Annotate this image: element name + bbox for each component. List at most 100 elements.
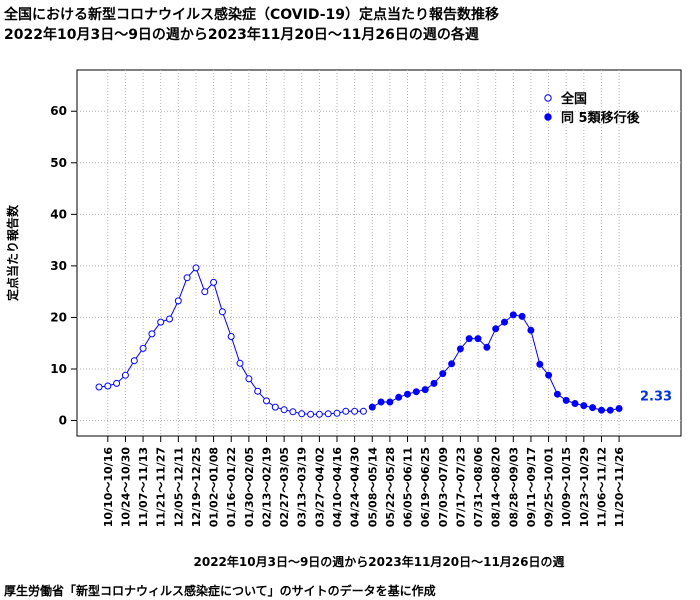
data-point-post (404, 390, 411, 398)
data-point-all (218, 308, 226, 316)
data-point-all (351, 407, 359, 415)
data-point-post (509, 311, 517, 319)
x-tick-label: 04/10～04/16 (331, 447, 344, 528)
data-point-post (553, 390, 561, 398)
data-point-all (307, 410, 315, 418)
y-tick-label: 40 (50, 207, 67, 221)
x-tick-label: 12/05～12/11 (172, 447, 185, 527)
data-point-post (421, 386, 429, 394)
y-tick-label: 30 (50, 259, 67, 273)
chart-title: 全国における新型コロナウイルス感染症（COVID-19）定点当たり報告数推移 (4, 7, 500, 23)
x-tick-label: 02/13～02/19 (260, 447, 273, 527)
data-point-post (483, 343, 491, 351)
data-point-all (148, 330, 156, 338)
data-point-all (227, 333, 235, 340)
data-point-all (104, 382, 112, 390)
data-point-all (157, 318, 165, 326)
x-tick-label: 11/21～11/27 (155, 447, 168, 527)
legend-marker-open (544, 94, 552, 102)
data-point-all (192, 264, 200, 272)
x-tick-label: 02/27～03/05 (278, 447, 291, 527)
data-point-post (615, 405, 623, 412)
x-tick-label: 07/17～07/23 (454, 447, 467, 527)
data-point-all (315, 410, 323, 418)
x-tick-label: 10/24～10/30 (119, 447, 132, 528)
data-point-post (465, 335, 473, 343)
y-axis-label: 定点当たり報告数 (5, 204, 20, 301)
x-tick-label: 10/23～10/29 (578, 447, 591, 527)
x-tick-label: 06/05～06/11 (402, 447, 415, 527)
data-point-post (501, 318, 508, 326)
data-point-post (448, 360, 456, 368)
data-point-post (580, 402, 588, 410)
x-tick-label: 11/20～11/26 (613, 447, 626, 528)
x-tick-label: 03/13～03/19 (296, 447, 309, 527)
x-tick-label: 07/03～07/09 (437, 447, 450, 527)
data-point-all (201, 288, 209, 296)
y-tick-label: 0 (59, 414, 67, 428)
data-point-post (589, 404, 597, 412)
data-point-all (174, 297, 182, 305)
data-point-all (298, 410, 306, 418)
data-point-all (245, 375, 253, 383)
data-point-post (430, 379, 438, 387)
data-point-all (236, 359, 244, 367)
data-point-post (395, 393, 403, 401)
chart-subtitle: 2022年10月3日～9日の週から2023年11月20日～11月26日の週の各週 (4, 27, 479, 43)
data-point-post (571, 400, 579, 407)
data-point-all (121, 371, 129, 379)
data-point-post (536, 360, 544, 368)
x-tick-label: 08/28～09/03 (507, 447, 520, 527)
legend-label-post: 同 5類移行後 (561, 110, 641, 126)
legend-label-all: 全国 (560, 91, 587, 107)
data-point-all (271, 403, 279, 411)
x-tick-label: 01/30～02/05 (243, 447, 256, 527)
data-point-post (386, 398, 394, 406)
data-point-all (289, 408, 297, 416)
x-axis: 10/10～10/16 10/24～10/30 11/07～11/13 11/21～1… (102, 436, 626, 527)
data-point-all (359, 407, 367, 415)
x-tick-label: 05/22～05/28 (384, 447, 397, 527)
data-point-all (95, 383, 103, 391)
data-point-post (377, 398, 385, 406)
y-tick-label: 60 (50, 104, 67, 118)
x-tick-label: 10/10～10/16 (102, 447, 115, 528)
data-point-post (527, 326, 535, 334)
data-point-post (545, 371, 553, 379)
data-point-post (456, 345, 464, 353)
data-point-post (412, 388, 420, 396)
y-axis: 0 10 20 30 40 50 60 (50, 104, 77, 428)
legend: 全国 同 5類移行後 (544, 91, 641, 126)
grid (77, 70, 681, 436)
x-tick-label: 04/24～04/30 (349, 447, 362, 528)
data-point-all (139, 344, 147, 352)
legend-marker-filled (544, 113, 552, 121)
data-point-all (166, 315, 173, 323)
data-point-all (280, 406, 288, 414)
y-tick-label: 20 (50, 310, 67, 324)
data-point-all (254, 387, 262, 395)
data-point-all (210, 278, 218, 286)
data-point-all (130, 357, 138, 365)
y-tick-label: 50 (50, 156, 67, 170)
x-tick-label: 09/25～10/01 (543, 447, 556, 527)
x-axis-label: 2022年10月3日～9日の週から2023年11月20日～11月26日の週 (193, 555, 565, 569)
x-tick-label: 05/08～05/14 (366, 447, 379, 528)
data-point-post (598, 406, 605, 414)
data-point-all (333, 409, 341, 417)
x-tick-label: 03/27～04/02 (313, 447, 326, 527)
source-note: 厚生労働省「新型コロナウィルス感染症について」のサイトのデータを基に作成 (4, 584, 436, 598)
y-tick-label: 10 (50, 362, 67, 376)
x-tick-label: 07/31～08/06 (472, 447, 485, 528)
data-point-post (562, 396, 570, 404)
last-value-label: 2.33 (640, 390, 672, 405)
data-point-post (606, 406, 614, 414)
data-point-all (263, 397, 270, 405)
data-point-post (518, 312, 526, 320)
data-point-all (342, 407, 350, 415)
x-tick-label: 06/19～06/25 (419, 447, 432, 527)
data-point-post (368, 403, 376, 411)
x-tick-label: 08/14～08/20 (490, 447, 503, 528)
data-point-post (439, 370, 447, 378)
